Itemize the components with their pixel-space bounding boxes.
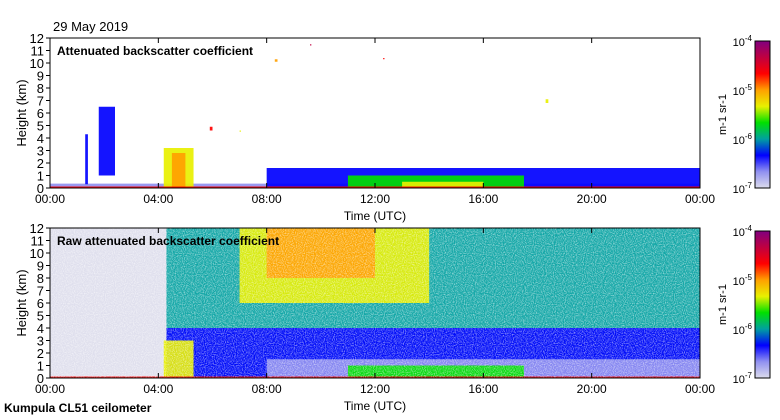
panel-title: Attenuated backscatter coefficient — [57, 44, 253, 58]
y-tick-label: 1 — [37, 359, 44, 374]
y-tick-label: 4 — [37, 321, 44, 336]
speckle-overlay — [50, 228, 700, 378]
base: 10 — [733, 135, 745, 147]
exponent: -7 — [745, 371, 753, 380]
heatmap-region — [171, 153, 186, 188]
x-tick-label: 08:00 — [252, 382, 282, 396]
heatmap-region — [383, 58, 385, 60]
base: 10 — [733, 227, 745, 239]
base: 10 — [733, 37, 745, 49]
y-tick-label: 9 — [37, 259, 44, 274]
colorbar-label: m-1 sr-1 — [717, 94, 729, 135]
heatmap-region — [209, 126, 213, 131]
exponent: -4 — [745, 224, 753, 233]
heatmap-region — [85, 134, 88, 185]
y-tick-label: 0 — [37, 371, 44, 386]
x-tick-label: 12:00 — [360, 192, 390, 206]
exponent: -7 — [745, 181, 753, 190]
panel-raw: Raw attenuated backscatter coefficient01… — [14, 221, 771, 413]
colorbar-tick-label: 10-6 — [733, 132, 753, 147]
date-label: 29 May 2019 — [53, 19, 129, 34]
y-tick-label: 3 — [37, 334, 44, 349]
heatmap-region — [98, 106, 115, 176]
y-tick-label: 3 — [37, 144, 44, 159]
x-tick-label: 04:00 — [143, 382, 173, 396]
x-tick-label: 08:00 — [252, 192, 282, 206]
heatmap-region — [402, 181, 484, 188]
exponent: -6 — [745, 132, 753, 141]
x-tick-label: 16:00 — [468, 192, 498, 206]
y-tick-label: 11 — [31, 44, 45, 59]
y-tick-label: 8 — [37, 81, 44, 96]
colorbar-tick-label: 10-6 — [733, 322, 753, 337]
heatmap-region — [545, 99, 549, 103]
base: 10 — [733, 86, 745, 98]
y-tick-label: 11 — [31, 234, 45, 249]
y-tick-label: 10 — [30, 56, 44, 71]
panel-attenuated: Attenuated backscatter coefficient012345… — [14, 31, 771, 223]
x-tick-label: 20:00 — [577, 382, 607, 396]
colorbar-tick-label: 10-7 — [733, 371, 753, 386]
y-tick-label: 5 — [37, 309, 44, 324]
y-tick-label: 12 — [30, 31, 44, 46]
y-tick-label: 1 — [37, 169, 44, 184]
colorbar — [754, 230, 771, 379]
colorbar — [754, 40, 771, 189]
y-tick-label: 12 — [30, 221, 44, 236]
x-tick-label: 00:00 — [685, 192, 715, 206]
colorbar-label: m-1 sr-1 — [717, 284, 729, 325]
exponent: -5 — [745, 273, 753, 282]
y-tick-label: 6 — [37, 106, 44, 121]
colorbar-tick-label: 10-4 — [733, 34, 753, 49]
y-tick-label: 10 — [30, 246, 44, 261]
x-tick-label: 00:00 — [35, 192, 65, 206]
colorbar-tick-label: 10-5 — [733, 273, 753, 288]
x-tick-label: 16:00 — [468, 382, 498, 396]
colorbar-tick-label: 10-5 — [733, 83, 753, 98]
x-tick-label: 00:00 — [685, 382, 715, 396]
x-tick-label: 12:00 — [360, 382, 390, 396]
base: 10 — [733, 184, 745, 196]
x-tick-label: 00:00 — [35, 382, 65, 396]
base: 10 — [733, 325, 745, 337]
y-axis-label: Height (km) — [14, 269, 29, 336]
y-tick-label: 0 — [37, 181, 44, 196]
base: 10 — [733, 374, 745, 386]
colorbar-tick-label: 10-4 — [733, 224, 753, 239]
heatmap-region — [310, 44, 312, 46]
x-axis-label: Time (UTC) — [344, 399, 406, 413]
y-tick-label: 9 — [37, 69, 44, 84]
plot-area — [50, 228, 700, 378]
colorbar-tick-label: 10-7 — [733, 181, 753, 196]
heatmap-region — [274, 59, 278, 62]
y-tick-label: 4 — [37, 131, 44, 146]
y-tick-label: 7 — [37, 284, 44, 299]
exponent: -4 — [745, 34, 753, 43]
y-tick-label: 5 — [37, 119, 44, 134]
panel-title: Raw attenuated backscatter coefficient — [57, 234, 279, 248]
x-tick-label: 20:00 — [577, 192, 607, 206]
y-tick-label: 6 — [37, 296, 44, 311]
y-tick-label: 8 — [37, 271, 44, 286]
y-tick-label: 2 — [37, 156, 44, 171]
x-tick-label: 04:00 — [143, 192, 173, 206]
x-axis-label: Time (UTC) — [344, 209, 406, 223]
y-tick-label: 2 — [37, 346, 44, 361]
plot-background — [50, 38, 700, 188]
heatmap-region — [239, 130, 241, 132]
base: 10 — [733, 276, 745, 288]
y-tick-label: 7 — [37, 94, 44, 109]
y-axis-label: Height (km) — [14, 79, 29, 146]
exponent: -5 — [745, 83, 753, 92]
exponent: -6 — [745, 322, 753, 331]
plot-area — [50, 38, 700, 188]
instrument-label: Kumpula CL51 ceilometer — [4, 401, 152, 415]
